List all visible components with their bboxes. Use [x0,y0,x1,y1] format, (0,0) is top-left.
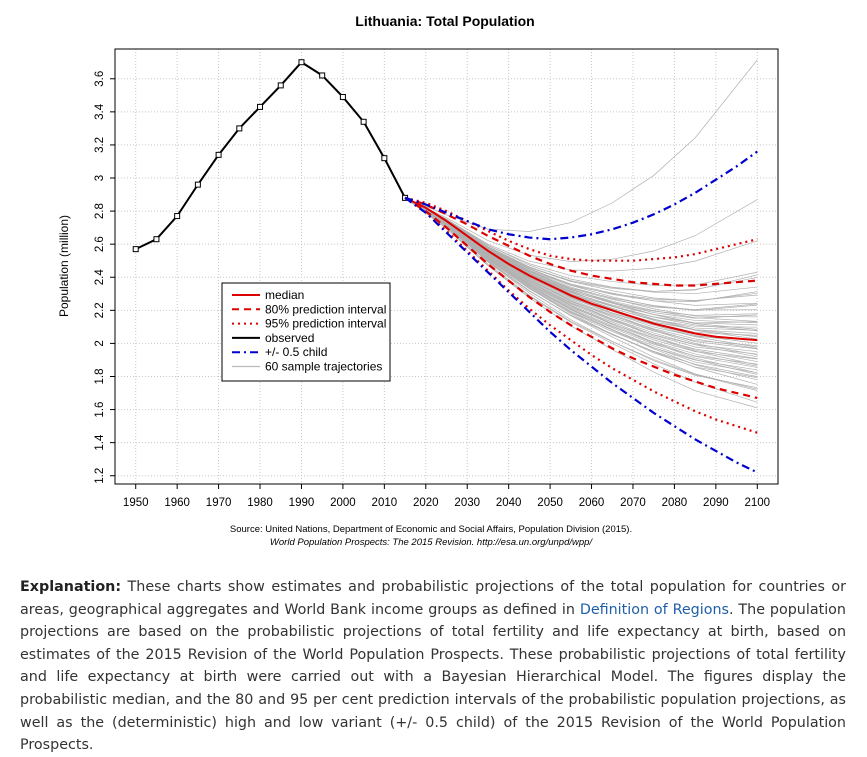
y-tick-label-3: 1.8 [94,368,106,384]
sample-trajectory-13 [404,197,758,311]
legend-label-0: median [265,288,304,302]
observed-point-6 [257,103,264,110]
legend-label-5: 60 sample trajectories [265,360,382,374]
series-observed [135,60,406,251]
y-tick-label-10: 3.2 [94,137,106,153]
x-tick-label-3: 1980 [247,497,273,509]
x-tick-label-5: 2000 [330,497,356,509]
sample-trajectory-10 [404,197,758,306]
series-median [404,196,758,342]
observed-point-7 [277,82,284,89]
legend-label-3: observed [265,331,314,345]
explanation-paragraph: Explanation: These charts show estimates… [20,576,846,757]
sample-trajectory-57 [404,197,758,392]
y-tick-label-6: 2.4 [94,269,106,286]
grid-lines [115,49,778,484]
series--0-5-child [404,196,758,474]
series-lines [132,59,758,474]
y-tick-label-7: 2.6 [94,236,106,252]
y-tick-label-1: 1.4 [94,434,106,451]
observed-point-0 [132,246,139,253]
x-tick-label-4: 1990 [289,497,315,509]
y-tick-label-5: 2.2 [94,302,106,318]
sample-trajectory-6 [404,197,758,294]
sample-trajectory-49 [404,197,758,371]
observed-point-10 [339,93,346,100]
sample-trajectory-1 [404,197,758,262]
observed-point-9 [319,72,326,79]
observed-point-1 [153,236,160,243]
explanation-text-1: These charts show estimates and probabil… [20,579,846,618]
explanation-text-2: . The population projections are based o… [20,601,846,754]
series--0-5-child [404,150,758,241]
sample-trajectory-37 [404,197,758,355]
x-tick-label-0: 1950 [123,497,149,509]
x-tick-label-9: 2040 [496,497,522,509]
sample-trajectory-56 [404,197,758,389]
x-tick-label-13: 2080 [662,497,688,509]
observed-point-12 [381,155,388,162]
explanation-lead: Explanation: [20,579,122,595]
observed-point-11 [360,118,367,125]
definition-of-regions-link[interactable]: Definition of Regions [579,601,729,618]
y-tick-label-9: 3 [94,175,106,181]
observed-point-4 [215,151,222,158]
x-tick-label-12: 2070 [620,497,646,509]
x-tick-label-7: 2020 [413,497,439,509]
x-tick-label-15: 2100 [744,497,770,509]
source-line-2: World Population Prospects: The 2015 Rev… [270,537,593,548]
y-tick-label-2: 1.6 [94,402,106,418]
x-tick-label-6: 2010 [372,497,398,509]
legend-label-2: 95% prediction interval [265,317,386,331]
x-tick-label-8: 2030 [454,497,480,509]
y-tick-label-4: 2 [94,340,106,346]
legend-label-4: +/- 0.5 child [265,345,327,359]
x-tick-label-2: 1970 [206,497,232,509]
y-axis: 1.2 1.4 1.6 1.8 2 2.2 2.4 2.6 2.8 3 3.2 3.4 3.6 [94,71,115,484]
chart-title: Lithuania: Total Population [355,13,534,29]
series-80-upper [404,196,758,287]
sample-trajectory-8 [404,197,758,303]
population-chart: Lithuania: Total Population 1950 1960 1970… [57,13,779,548]
x-tick-label-14: 2090 [703,497,729,509]
sample-trajectory-31 [404,197,758,341]
observed-point-2 [174,213,181,220]
y-tick-label-8: 2.8 [94,203,106,219]
sample-trajectory-4 [404,197,758,292]
y-tick-label-11: 3.4 [94,103,106,120]
sample-trajectory-0 [404,59,758,232]
series-95-upper [404,196,758,262]
y-tick-label-12: 3.6 [94,71,106,87]
series-80-lower [404,196,758,400]
x-axis: 1950 1960 1970 1980 1990 2000 2010 2020 2030 2040… [123,484,770,509]
legend-label-1: 80% prediction interval [265,302,386,316]
y-axis-label: Population (million) [57,215,71,317]
x-tick-label-1: 1960 [164,497,190,509]
source-line-1: Source: United Nations, Department of Ec… [230,524,632,535]
observed-point-5 [236,125,243,132]
x-tick-label-10: 2050 [537,497,563,509]
observed-point-8 [298,59,305,66]
sample-trajectory-45 [404,197,758,365]
y-tick-label-0: 1.2 [94,468,106,484]
observed-point-3 [194,181,201,188]
plot-frame [114,48,779,485]
sample-trajectory-38 [404,197,758,353]
x-tick-label-11: 2060 [579,497,605,509]
legend-box [221,282,391,382]
